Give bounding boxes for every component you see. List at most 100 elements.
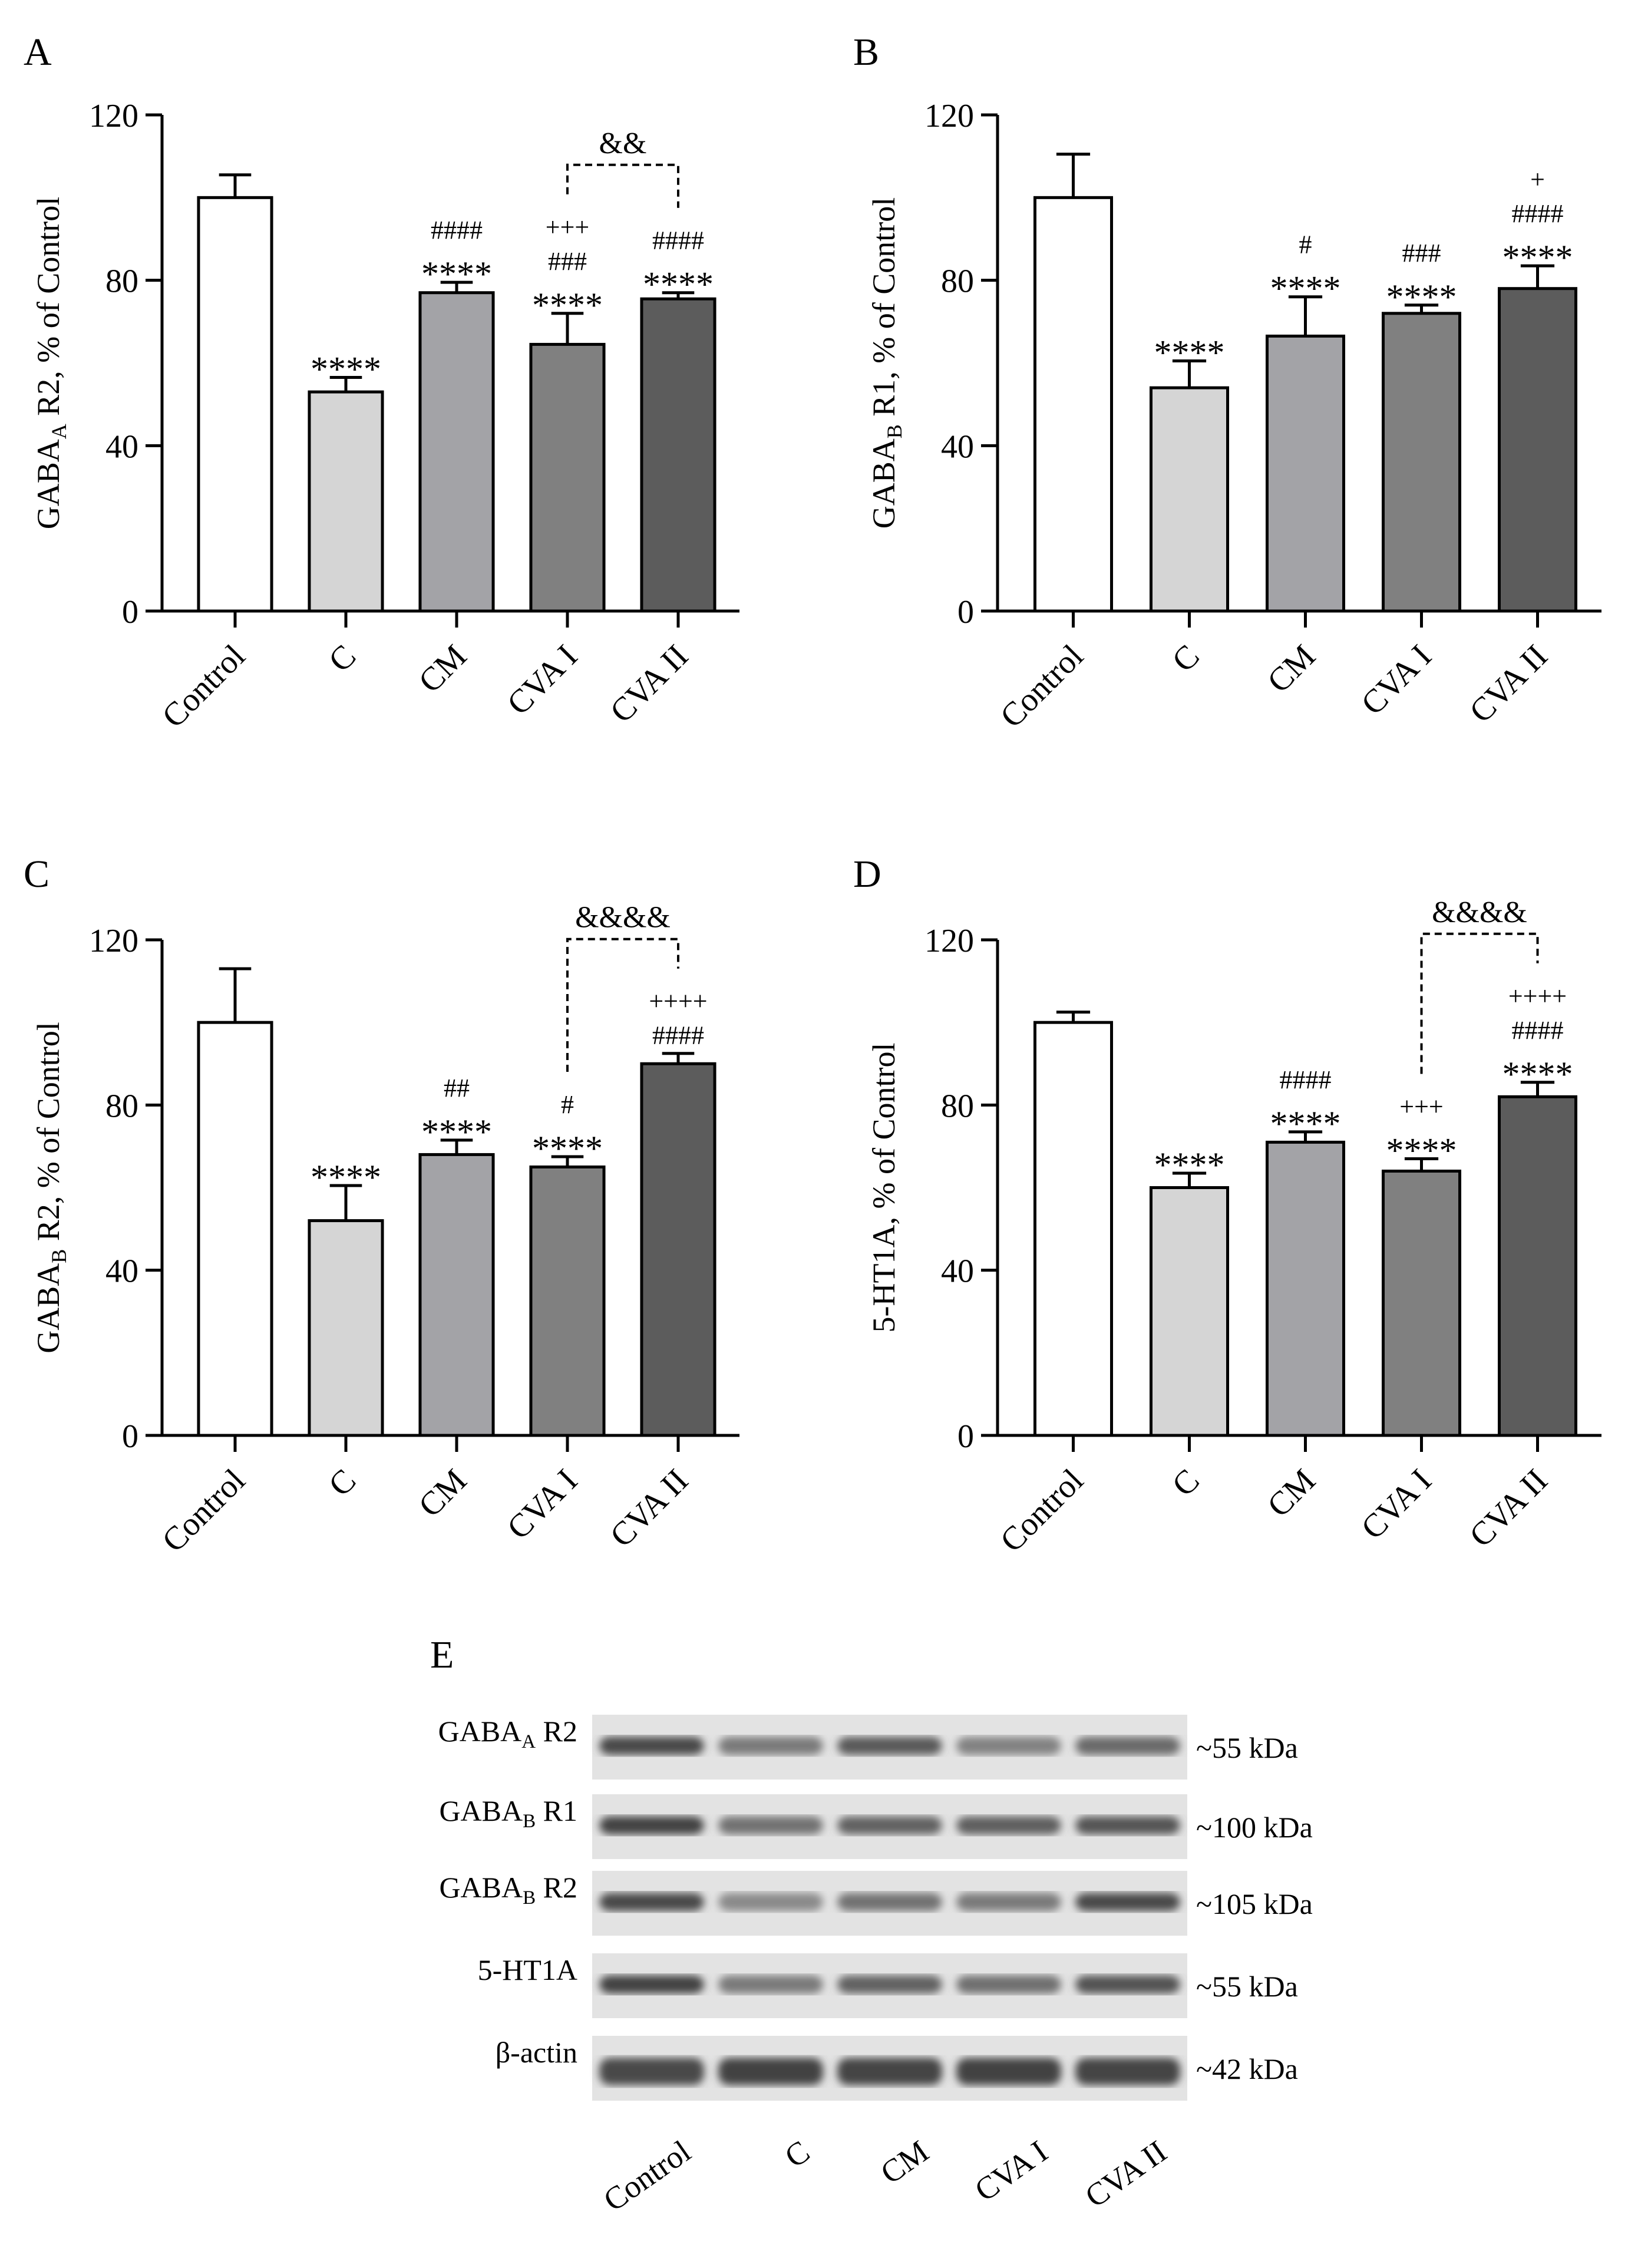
blot-band [956, 2058, 1061, 2085]
category-label: CM [1260, 1462, 1322, 1524]
lane-label: Control [597, 2134, 697, 2219]
blot-band [956, 1975, 1061, 1994]
y-axis-label: GABAB R2, % of Control [31, 1022, 71, 1353]
blot-band [1075, 2058, 1180, 2085]
axes: 0 40 80 120 [89, 923, 739, 1455]
blot-row-3: 5-HT1A ~55 kDa [478, 1953, 1298, 2018]
blot-kda-label: ~42 kDa [1196, 2052, 1298, 2085]
significance-mark: +++ [546, 213, 589, 242]
bar-0 [1033, 1021, 1114, 1437]
blot-band [1075, 1975, 1180, 1994]
category-label: Control [155, 1462, 252, 1559]
blot-band [837, 1816, 942, 1835]
category-label: Control [993, 1462, 1091, 1559]
lane-label: CVA II [1079, 2134, 1173, 2214]
bar-0 [197, 196, 273, 613]
panel-label: A [24, 31, 52, 74]
blot-band [1075, 1893, 1180, 1912]
blot-band [837, 1737, 942, 1755]
significance-mark: **** [1154, 333, 1225, 372]
blot-band [1075, 1737, 1180, 1755]
panel-label: E [430, 1633, 454, 1676]
y-tick-label: 120 [924, 923, 974, 959]
blot-panel-e: E GABAA R2 ~55 kDa GABAB R1 ~100 kDa GABAB R2… [430, 1633, 1313, 2218]
significance-mark: ### [548, 247, 587, 276]
bar-2 [418, 1153, 495, 1437]
blot-row-label: β-actin [496, 2036, 577, 2069]
y-tick-label: 120 [924, 98, 974, 134]
lane-label: CVA I [968, 2134, 1054, 2208]
category-label: CVA I [1354, 638, 1438, 722]
significance-mark: # [561, 1090, 574, 1119]
blot-band [718, 1737, 823, 1755]
blot-band [956, 1816, 1061, 1835]
bar-0 [1033, 196, 1114, 613]
y-axis-label: GABAA R2, % of Control [31, 197, 71, 530]
bar-4 [640, 1062, 716, 1437]
panel-label: C [24, 853, 49, 896]
significance-mark: **** [1386, 1131, 1457, 1170]
y-tick-label: 40 [105, 1253, 138, 1290]
chart-panel-c: C 0 40 80 120 GABAB R2, % of Control Control C *… [24, 853, 739, 1559]
significance-mark: **** [421, 1112, 492, 1151]
significance-mark: **** [421, 255, 492, 293]
significance-mark: #### [652, 1021, 704, 1050]
y-axis-label: 5-HT1A, % of Control [866, 1043, 901, 1333]
blot-row-4: β-actin ~42 kDa [496, 2036, 1298, 2101]
blot-kda-label: ~105 kDa [1196, 1887, 1313, 1920]
y-tick-label: 120 [89, 98, 138, 134]
significance-mark: **** [643, 265, 714, 304]
significance-mark: #### [1512, 199, 1564, 228]
y-tick-label: 0 [122, 1418, 138, 1455]
bar-3 [1381, 1169, 1462, 1437]
category-label: CM [412, 638, 474, 699]
category-label: CVA II [1462, 1462, 1554, 1554]
blot-band [599, 1893, 704, 1912]
blot-band [599, 1737, 704, 1755]
blot-row-1: GABAB R1 ~100 kDa [439, 1794, 1313, 1859]
y-tick-label: 0 [122, 594, 138, 630]
category-label: C [1165, 638, 1206, 679]
bar-2 [418, 291, 495, 613]
bracket-label: &&&& [575, 901, 671, 935]
bar-3 [529, 342, 606, 613]
blot-row-label: GABAB R2 [439, 1871, 577, 1909]
blot-kda-label: ~55 kDa [1196, 1970, 1298, 2003]
blot-band [599, 1975, 704, 1994]
y-tick-label: 120 [89, 923, 138, 959]
blot-row-label: GABAB R1 [439, 1794, 577, 1832]
category-label: C [322, 638, 363, 679]
y-tick-label: 40 [941, 428, 974, 465]
category-label: CM [412, 1462, 474, 1524]
category-label: CVA I [500, 1462, 585, 1546]
bracket-label: &&&& [1432, 896, 1527, 929]
significance-mark: #### [431, 216, 483, 245]
significance-mark: **** [311, 1158, 381, 1197]
blot-kda-label: ~55 kDa [1196, 1731, 1298, 1764]
y-tick-label: 80 [105, 263, 138, 300]
blot-band [599, 2058, 704, 2085]
category-label: CVA II [603, 1462, 695, 1554]
category-label: CVA II [603, 638, 695, 729]
blot-row-2: GABAB R2 ~105 kDa [439, 1871, 1313, 1936]
y-tick-label: 80 [941, 1088, 974, 1124]
bar-4 [640, 297, 716, 613]
blot-band [956, 1893, 1061, 1912]
bracket-label: && [599, 127, 647, 160]
bar-4 [1497, 287, 1578, 613]
blot-band [837, 1975, 942, 1994]
significance-mark: **** [532, 1129, 603, 1168]
blot-band [718, 1975, 823, 1994]
y-tick-label: 0 [957, 1418, 974, 1455]
significance-mark: **** [1386, 278, 1457, 316]
blot-row-label: GABAA R2 [438, 1715, 577, 1752]
category-label: C [322, 1462, 363, 1503]
blot-row-0: GABAA R2 ~55 kDa [438, 1715, 1298, 1780]
significance-mark: **** [1502, 238, 1573, 277]
significance-mark: #### [652, 226, 704, 255]
category-label: CM [1260, 638, 1322, 699]
blot-band [599, 1816, 704, 1835]
blot-band [1075, 1816, 1180, 1835]
significance-mark: **** [1502, 1055, 1573, 1094]
